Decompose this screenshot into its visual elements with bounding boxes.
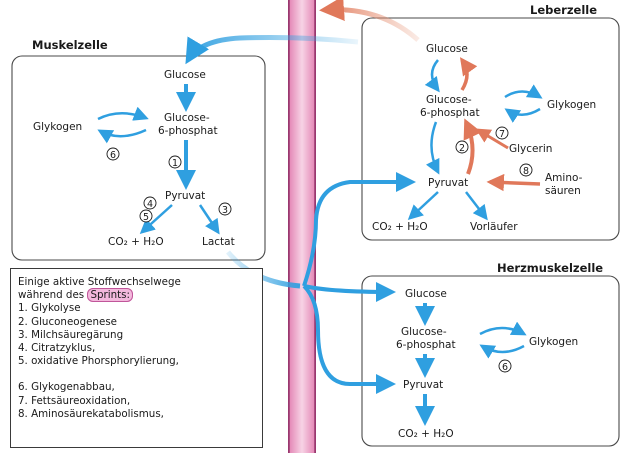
muscle-step-1-marker: 1 <box>168 155 182 169</box>
legend-intro-line2: während des Sprints: <box>18 288 258 303</box>
heart-cell-title: Herzmuskelzelle <box>497 261 603 275</box>
muscle-step-6-marker: 6 <box>106 147 120 161</box>
svg-text:6: 6 <box>110 150 116 161</box>
liver-step-7-marker: 7 <box>495 126 509 140</box>
liver-g6p-to-pyruvate-arrow <box>425 121 440 175</box>
liver-pyruvate-to-co2-arrow <box>407 191 439 221</box>
heart-glucose-label: Glucose <box>405 288 447 300</box>
liver-g6p-to-glucose-arrow <box>459 57 478 91</box>
svg-text:6: 6 <box>502 362 508 373</box>
liver-glycogen-label: Glykogen <box>547 99 596 111</box>
liver-amino-label-line1: Amino- <box>545 172 583 184</box>
legend-intro-line1: Einige aktive Stoffwechselwege <box>18 276 181 288</box>
heart-g6p-label-line2: 6-phosphat <box>396 339 456 351</box>
blood-to-heart-glucose-flow <box>303 281 396 302</box>
liver-step-2-marker: 2 <box>455 140 469 154</box>
legend-item-1: 1. Glykolyse <box>18 302 81 315</box>
heart-cell-box <box>361 275 620 447</box>
liver-g6p-label-line2: 6-phosphat <box>420 107 480 119</box>
muscle-cell-title: Muskelzelle <box>32 38 108 52</box>
muscle-step-5-marker: 5 <box>139 209 153 223</box>
muscle-glucose-label: Glucose <box>164 69 206 81</box>
liver-to-muscle-glucose-flow <box>185 35 359 65</box>
legend-intro-prefix: während des <box>18 289 88 302</box>
muscle-step-3-marker: 3 <box>218 202 232 216</box>
muscle-glycogen-cycle-top <box>97 106 149 121</box>
liver-step-8-marker: 8 <box>519 163 533 177</box>
blood-to-heart-pyruvate-flow <box>302 284 396 394</box>
liver-glucose-release-flow <box>319 0 420 42</box>
liver-glucose-to-g6p-arrow <box>424 59 440 93</box>
muscle-co2-label: CO₂ + H₂O <box>108 236 164 248</box>
liver-glycogen-cycle-bottom <box>504 107 541 123</box>
legend-item-4: 4. Citratzyklus, <box>18 342 96 355</box>
liver-amino-label-line2: säuren <box>545 185 581 197</box>
blood-vessel <box>288 0 316 453</box>
svg-text:1: 1 <box>172 158 178 169</box>
liver-glycogen-cycle-top <box>504 84 543 99</box>
liver-glycerol-label: Glycerin <box>509 143 552 155</box>
muscle-lactate-label: Lactat <box>202 236 235 248</box>
blood-to-liver-pyruvate-flow <box>302 172 416 287</box>
svg-text:2: 2 <box>459 143 465 154</box>
muscle-glycogen-label: Glykogen <box>33 121 82 133</box>
svg-text:8: 8 <box>523 166 529 177</box>
legend-box <box>10 268 263 448</box>
legend-item-2: 2. Gluconeogenese <box>18 315 118 328</box>
heart-step-6-marker: 6 <box>498 359 512 373</box>
muscle-cell-box <box>11 55 266 261</box>
liver-glucose-label: Glucose <box>426 43 468 55</box>
muscle-pyruvate-label: Pyruvat <box>165 190 205 202</box>
legend-item-7: 7. Fettsäureoxidation, <box>18 394 131 407</box>
legend-spacer <box>18 368 258 381</box>
muscle-pyruvate-to-lactate-arrow <box>198 204 220 235</box>
svg-text:4: 4 <box>147 199 153 210</box>
svg-text:7: 7 <box>499 129 505 140</box>
liver-precursor-label: Vorläufer <box>470 221 518 233</box>
liver-amino-arrow <box>486 173 541 192</box>
muscle-glycogen-cycle-bottom <box>97 128 147 144</box>
liver-pyruvate-to-precursor-arrow <box>465 191 488 221</box>
legend-item-3: 3. Milchsäuregärung <box>18 328 124 341</box>
heart-pyruvate-label: Pyruvat <box>403 379 443 391</box>
legend-item-6: 6. Glykogenabbau, <box>18 381 115 394</box>
muscle-step-4-marker: 4 <box>143 196 157 210</box>
svg-text:5: 5 <box>143 212 149 223</box>
heart-glycogen-label: Glykogen <box>529 336 578 348</box>
liver-cell-box <box>361 17 620 241</box>
muscle-g6p-label-line1: Glucose- <box>164 112 210 124</box>
heart-glycogen-cycle-bottom <box>479 344 525 359</box>
liver-g6p-label-line1: Glucose- <box>426 94 472 106</box>
svg-text:3: 3 <box>222 205 228 216</box>
liver-co2-label: CO₂ + H₂O <box>372 221 428 233</box>
legend-item-8: 8. Aminosäurekatabolismus, <box>18 407 164 420</box>
liver-pyruvate-label: Pyruvat <box>428 177 468 189</box>
sprint-highlight: Sprints: <box>87 288 134 303</box>
muscle-pyruvate-to-co2-arrow <box>139 204 173 235</box>
legend-item-5: 5. oxidative Phorsphorylierung, <box>18 355 179 368</box>
heart-co2-label: CO₂ + H₂O <box>398 428 454 440</box>
muscle-g6p-label-line2: 6-phosphat <box>158 125 218 137</box>
liver-pyruvate-to-g6p-arrow <box>463 118 482 175</box>
heart-g6p-label-line1: Glucose- <box>401 326 447 338</box>
legend-text: Einige aktive Stoffwechselwege während d… <box>18 276 258 421</box>
liver-glycerol-arrow <box>475 128 509 150</box>
heart-glycogen-cycle-top <box>479 321 527 336</box>
liver-cell-title: Leberzelle <box>530 3 597 17</box>
